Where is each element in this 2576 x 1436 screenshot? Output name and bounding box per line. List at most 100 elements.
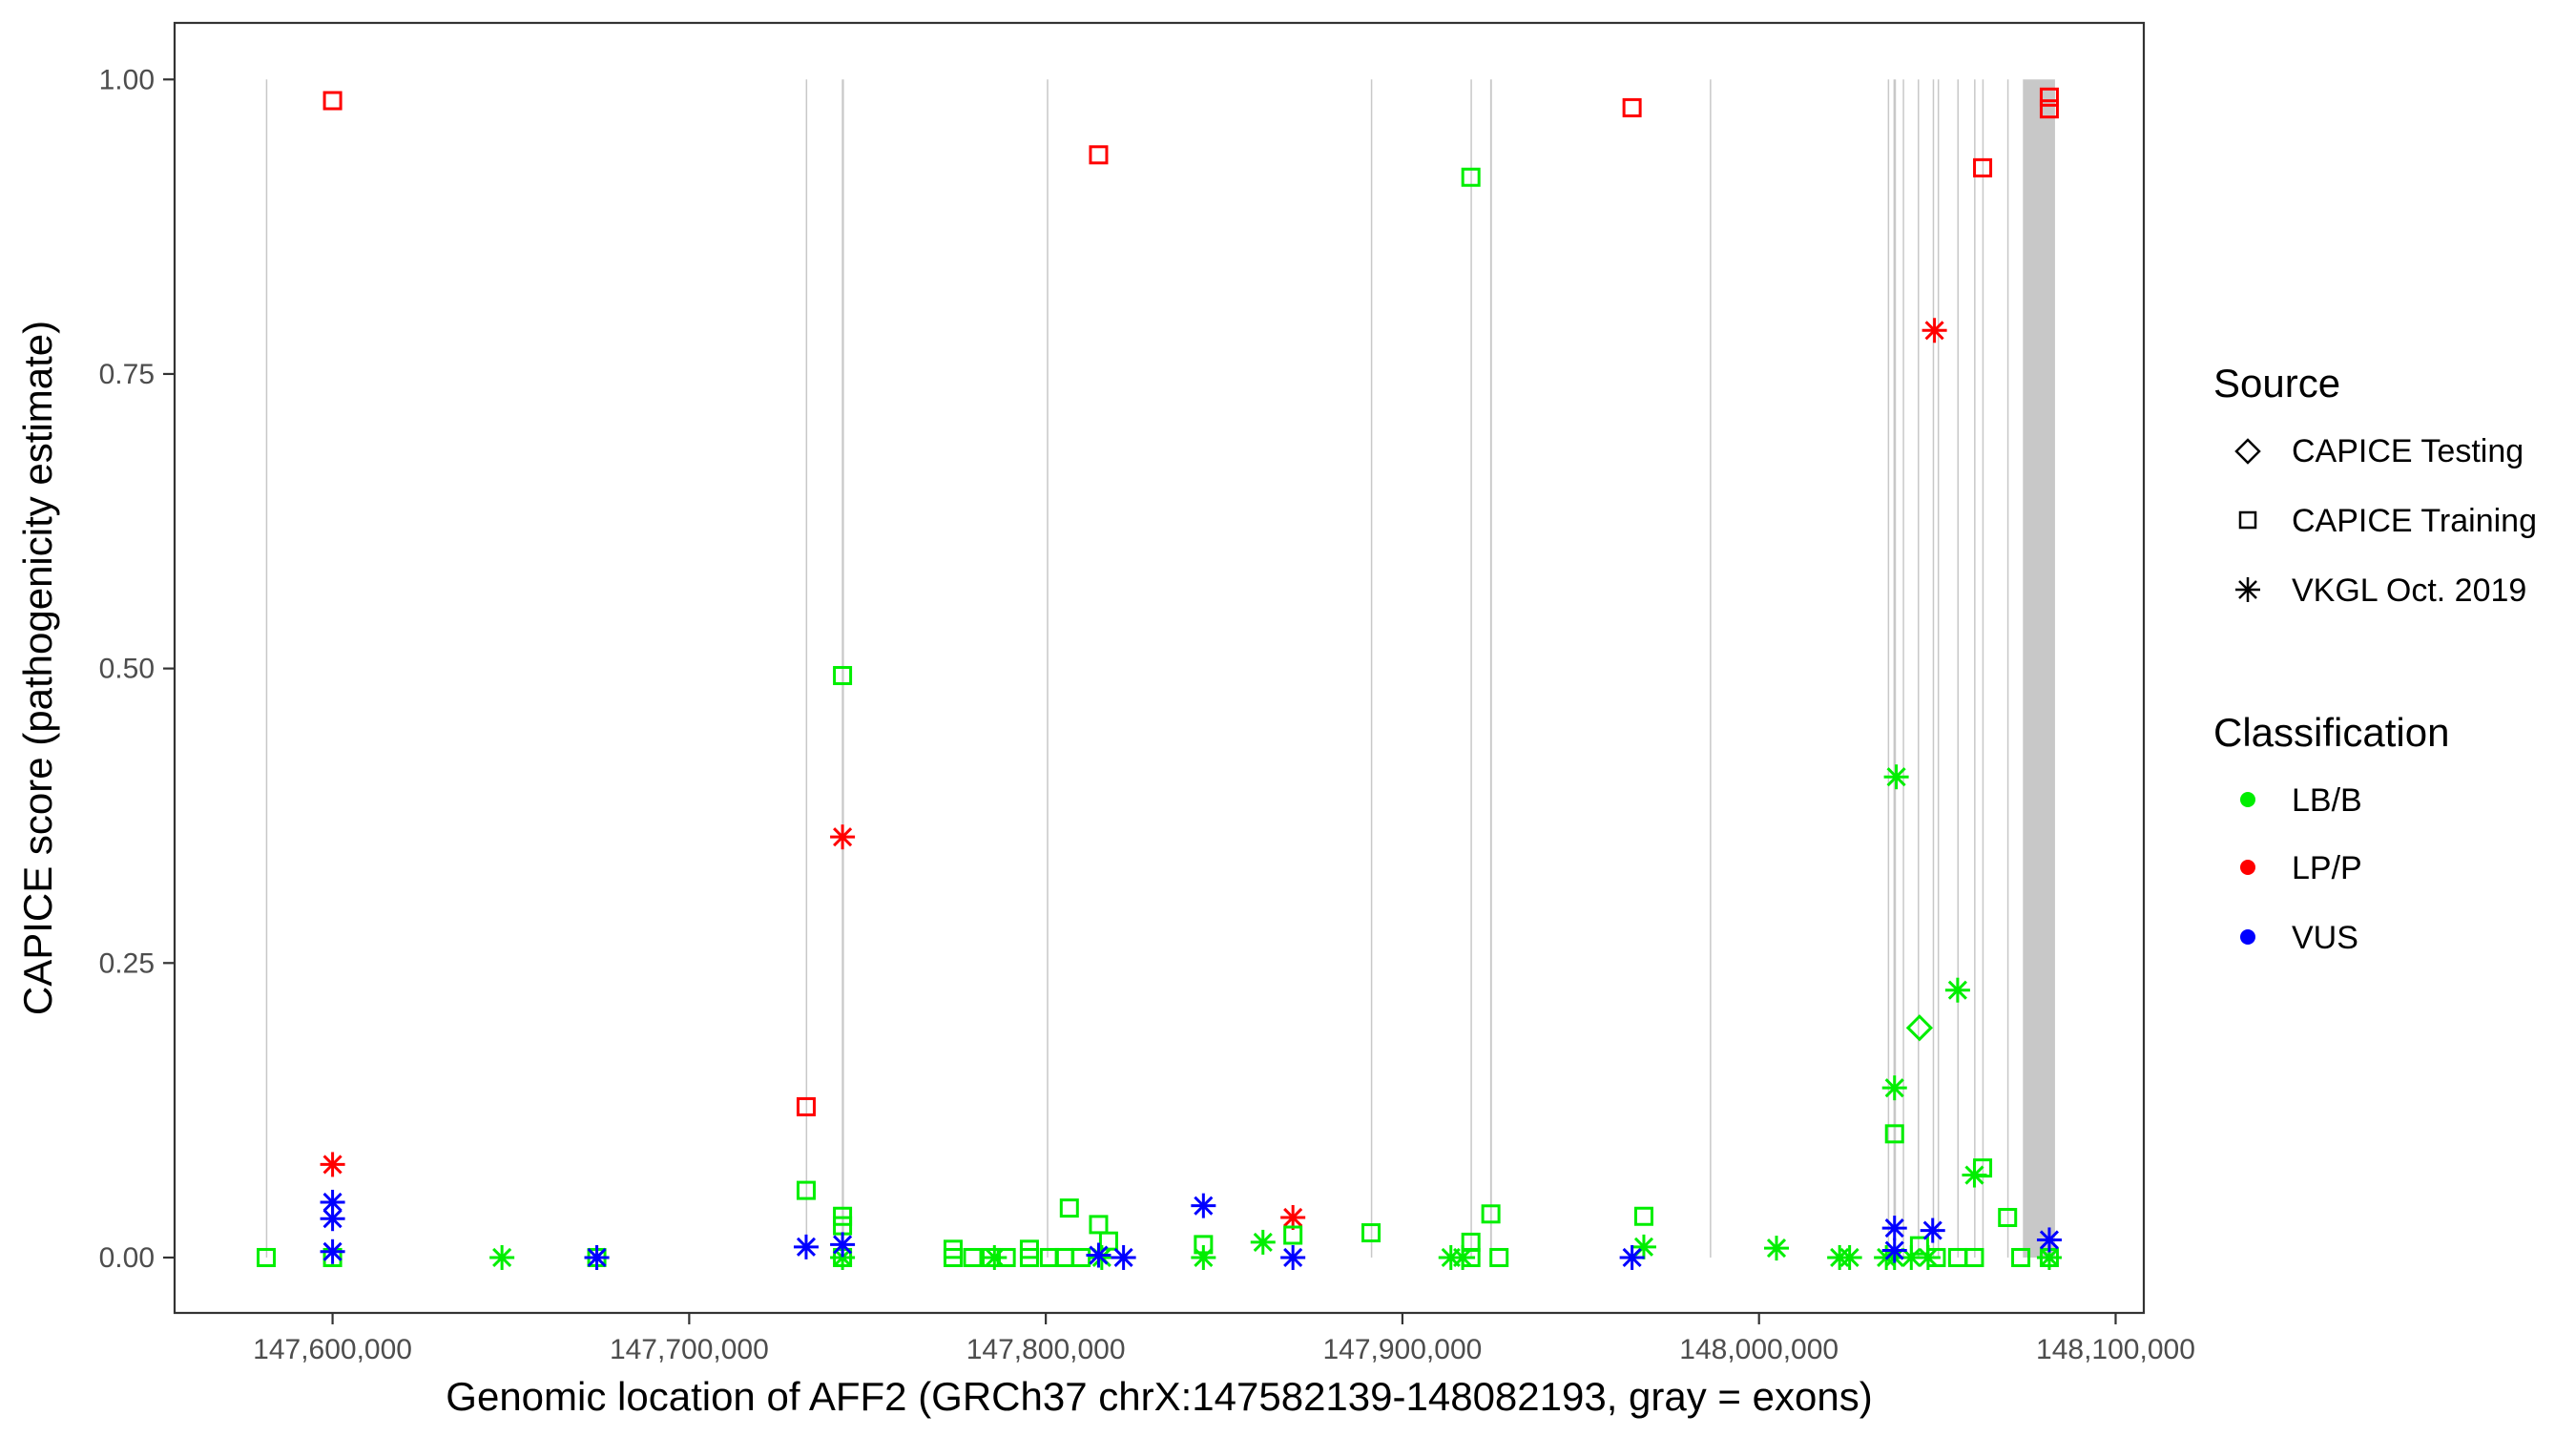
data-point-square	[1633, 1206, 1653, 1226]
data-point-asterisk	[830, 824, 856, 850]
x-axis-label: Genomic location of AFF2 (GRCh37 chrX:14…	[446, 1374, 1872, 1419]
legend-source-title: Source	[2213, 361, 2340, 406]
data-point-asterisk	[793, 1234, 819, 1259]
data-point-asterisk	[1962, 1162, 1987, 1188]
exon-band	[1470, 79, 1472, 1258]
data-point-asterisk	[320, 1152, 345, 1177]
exon-band	[1047, 79, 1049, 1258]
exon-band	[1887, 79, 1890, 1258]
data-point-square	[1089, 145, 1109, 165]
data-point-square	[1998, 1207, 2018, 1227]
x-tick-label: 147,900,000	[1322, 1334, 1482, 1365]
data-point-asterisk	[1191, 1244, 1216, 1270]
exon-band	[1937, 79, 1940, 1258]
y-tick-label: 0.25	[99, 947, 155, 979]
legend-label: VKGL Oct. 2019	[2292, 572, 2526, 609]
data-point-asterisk	[320, 1206, 345, 1232]
legend-label: LB/B	[2292, 782, 2362, 819]
data-point-asterisk	[1915, 1244, 1941, 1270]
legend-item-capice-training: CAPICE Training	[2238, 503, 2537, 539]
data-point-asterisk	[1837, 1244, 1862, 1270]
data-point-asterisk	[1111, 1244, 1136, 1270]
asterisk-icon	[2235, 577, 2260, 602]
data-point-square	[1884, 1124, 1904, 1144]
data-point-square	[2011, 1247, 2031, 1267]
exon-bands	[265, 79, 2055, 1258]
data-point-asterisk	[1619, 1244, 1645, 1270]
y-tick-label: 0.50	[99, 654, 155, 685]
x-tick-label: 148,100,000	[2036, 1334, 2195, 1365]
data-point-asterisk	[1881, 1216, 1907, 1241]
legend-label: VUS	[2292, 920, 2358, 956]
data-point-asterisk	[584, 1244, 610, 1270]
data-point-asterisk	[1881, 1238, 1907, 1263]
data-points	[257, 87, 2062, 1270]
y-tick-label: 0.75	[99, 359, 155, 390]
y-axis: 0.00 0.25 0.50 0.75 1.00	[99, 64, 175, 1274]
legend-item-lbb: LB/B	[2240, 782, 2362, 819]
exon-band	[1918, 79, 1920, 1258]
exon-band	[2023, 79, 2055, 1258]
data-point-square	[796, 1096, 816, 1116]
data-point-asterisk	[1250, 1229, 1276, 1255]
exon-band	[1932, 79, 1935, 1258]
data-point-square	[1973, 157, 1993, 177]
data-point-asterisk	[1883, 764, 1909, 790]
data-point-asterisk	[489, 1244, 515, 1270]
y-tick-label: 1.00	[99, 64, 155, 95]
data-point-square	[1461, 167, 1481, 187]
exon-band	[1957, 79, 1960, 1258]
data-point-asterisk	[320, 1189, 345, 1215]
data-point-square	[833, 666, 853, 686]
exon-band	[805, 79, 808, 1258]
dot-icon	[2240, 929, 2255, 945]
legend-classification-title: Classification	[2213, 710, 2449, 755]
data-point-diamond	[1905, 1014, 1934, 1042]
legend-item-vus: VUS	[2240, 920, 2358, 956]
square-icon	[2238, 510, 2257, 530]
exon-band	[1893, 79, 1897, 1258]
data-point-asterisk	[1280, 1244, 1306, 1270]
exon-band	[1902, 79, 1904, 1258]
diamond-icon	[2234, 438, 2261, 465]
legend-item-vkgl: VKGL Oct. 2019	[2235, 572, 2526, 609]
data-point-square	[1019, 1247, 1039, 1267]
data-point-square	[1059, 1198, 1079, 1218]
data-point-square	[1489, 1247, 1509, 1267]
legend-item-capice-testing: CAPICE Testing	[2234, 433, 2524, 469]
legend-item-lpp: LP/P	[2240, 850, 2362, 886]
data-point-asterisk	[320, 1238, 345, 1264]
exon-band	[265, 79, 268, 1258]
dot-icon	[2240, 792, 2255, 807]
data-point-square	[1481, 1204, 1501, 1224]
data-point-asterisk	[1764, 1236, 1790, 1261]
dot-icon	[2240, 860, 2255, 875]
data-point-square	[1089, 1215, 1109, 1235]
x-axis: 147,600,000 147,700,000 147,800,000 147,900…	[253, 1313, 2195, 1365]
exon-band	[2006, 79, 2009, 1258]
data-point-square	[1622, 97, 1642, 117]
data-point-asterisk	[1920, 1217, 1945, 1243]
data-point-asterisk	[1944, 977, 1970, 1003]
data-point-asterisk	[1191, 1193, 1216, 1218]
x-tick-label: 148,000,000	[1679, 1334, 1839, 1365]
data-point-square	[1964, 1247, 1984, 1267]
data-point-square	[796, 1180, 816, 1200]
exon-band	[1710, 79, 1712, 1258]
data-point-asterisk	[982, 1244, 1008, 1270]
legend: Source CAPICE Testing CAPICE Training VK…	[2213, 361, 2537, 956]
data-point-square	[322, 91, 343, 111]
data-point-square	[963, 1247, 983, 1267]
legend-label: CAPICE Training	[2292, 503, 2537, 539]
data-point-square	[257, 1247, 277, 1267]
exon-band	[1370, 79, 1373, 1258]
data-point-square	[1283, 1225, 1303, 1245]
x-tick-label: 147,700,000	[610, 1334, 769, 1365]
data-point-square	[1071, 1247, 1091, 1267]
exon-band	[1489, 79, 1492, 1258]
data-point-asterisk	[830, 1232, 856, 1258]
data-point-asterisk	[1450, 1244, 1476, 1270]
data-point-asterisk	[2036, 1227, 2062, 1253]
exon-band	[1974, 79, 1976, 1258]
